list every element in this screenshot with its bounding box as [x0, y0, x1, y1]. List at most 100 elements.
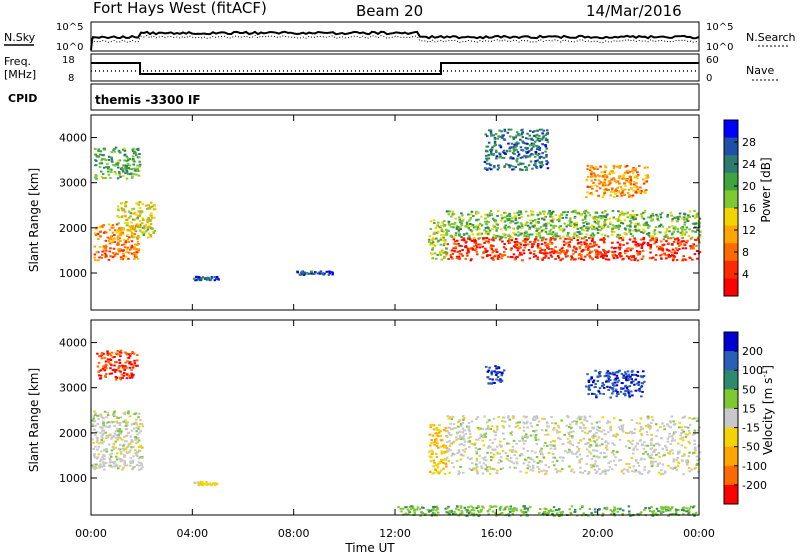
power-cell-4	[531, 245, 534, 248]
power-cell-5	[582, 224, 586, 227]
power-cell-1	[111, 160, 114, 163]
power-cell-2	[129, 230, 133, 232]
power-cell-5	[504, 233, 507, 236]
velocity-cell-3	[574, 453, 577, 455]
velocity-cell-3	[661, 447, 664, 450]
velocity-cell-1	[103, 458, 106, 460]
velocity-cell-3	[474, 442, 477, 445]
power-cell-8	[307, 272, 310, 275]
power-cell-6	[626, 169, 629, 172]
power-cell-0	[133, 257, 136, 260]
power-cell-5	[604, 216, 607, 218]
velocity-cell-3	[605, 455, 608, 458]
power-cell-5	[514, 233, 517, 236]
velocity-cell-3	[565, 424, 568, 427]
freq-left-tick-top: 18	[62, 55, 75, 66]
power-cell-9	[512, 147, 515, 150]
power-cell-4	[588, 245, 591, 248]
power-cell-4	[658, 247, 661, 250]
power-cell-4	[550, 247, 554, 250]
power-cell-5	[460, 222, 463, 225]
power-cell-9	[526, 147, 529, 150]
velocity-cell-1	[125, 440, 128, 443]
velocity-cell-7	[526, 509, 530, 512]
velocity-cell-3	[452, 423, 456, 426]
power-cell-5	[544, 230, 548, 233]
power-cell-3	[440, 258, 444, 261]
power-cell-5	[661, 211, 664, 214]
power-cell-5	[520, 215, 523, 218]
velocity-cell-3	[671, 468, 675, 470]
velocity-cell-7	[508, 508, 511, 511]
velocity-cell-3	[476, 448, 480, 451]
velocity-cell-3	[568, 433, 571, 435]
power-cell-6	[596, 185, 599, 188]
power-cell-2	[150, 212, 153, 215]
power-cell-1	[105, 166, 108, 168]
velocity-cell-2	[435, 439, 438, 442]
velocity-cell-3	[652, 460, 655, 463]
power-cell-4	[525, 238, 529, 241]
power-cell-0	[100, 256, 103, 259]
velocity-cell-3	[655, 453, 658, 456]
power-cell-4	[521, 259, 524, 262]
velocity-cell-1	[112, 415, 116, 417]
velocity-cell-1	[94, 424, 97, 427]
power-cell-9	[530, 144, 533, 147]
power-cell-2	[129, 226, 133, 229]
velocity-cell-3	[668, 435, 671, 438]
power-cell-5	[526, 224, 530, 227]
velocity-cell-3	[603, 469, 607, 472]
power-cell-5	[532, 226, 536, 228]
velocity-cell-3	[510, 431, 514, 434]
power-cell-5	[595, 227, 599, 230]
velocity-cell-7	[551, 513, 554, 515]
velocity-cell-3	[462, 471, 465, 474]
power-cell-1	[131, 155, 135, 158]
power-cell-5	[617, 210, 620, 213]
velocity-cell-1	[113, 465, 116, 468]
power-cell-4	[484, 247, 487, 250]
power-cell-9	[538, 149, 541, 151]
power-cell-0	[94, 234, 98, 237]
velocity-cell-7	[434, 505, 437, 508]
power-cell-4	[478, 246, 482, 249]
velocity-cell-3	[674, 466, 678, 469]
power-cell-6	[621, 174, 625, 177]
power-cell-5	[566, 234, 569, 237]
power-cell-5	[615, 226, 618, 229]
velocity-cell-3	[459, 458, 462, 461]
velocity-cell-3	[461, 431, 464, 434]
power-cell-8	[303, 271, 306, 274]
power-cell-0	[98, 246, 102, 248]
velocity-cell-3	[474, 447, 478, 450]
velocity-cell-3	[474, 466, 478, 469]
power-cell-0	[112, 247, 116, 250]
velocity-cell-3	[622, 430, 625, 433]
power-cbar-tick-label-0: 4	[742, 268, 749, 281]
velocity-cell-3	[688, 442, 691, 445]
power-cell-4	[673, 252, 677, 254]
velocity-cell-3	[588, 450, 591, 453]
power-cell-9	[545, 160, 548, 163]
power-cell-4	[599, 255, 603, 258]
velocity-cell-1	[114, 440, 118, 443]
velocity-cell-3	[657, 452, 660, 454]
velocity-cell-4	[606, 372, 610, 375]
power-cell-9	[535, 136, 538, 139]
power-cell-9	[503, 138, 506, 141]
power-cell-4	[545, 244, 549, 247]
power-cell-5	[672, 236, 675, 239]
velocity-cell-7	[570, 505, 574, 508]
velocity-cell-3	[551, 422, 554, 425]
power-cell-0	[134, 225, 138, 228]
velocity-cell-0	[125, 373, 129, 376]
power-cell-5	[623, 227, 627, 230]
power-cell-9	[518, 134, 521, 137]
power-cell-4	[674, 247, 678, 250]
power-cell-5	[548, 211, 551, 214]
velocity-cell-3	[446, 415, 449, 418]
velocity-cell-1	[124, 419, 127, 422]
power-cell-0	[119, 247, 122, 250]
velocity-cell-1	[134, 449, 137, 452]
